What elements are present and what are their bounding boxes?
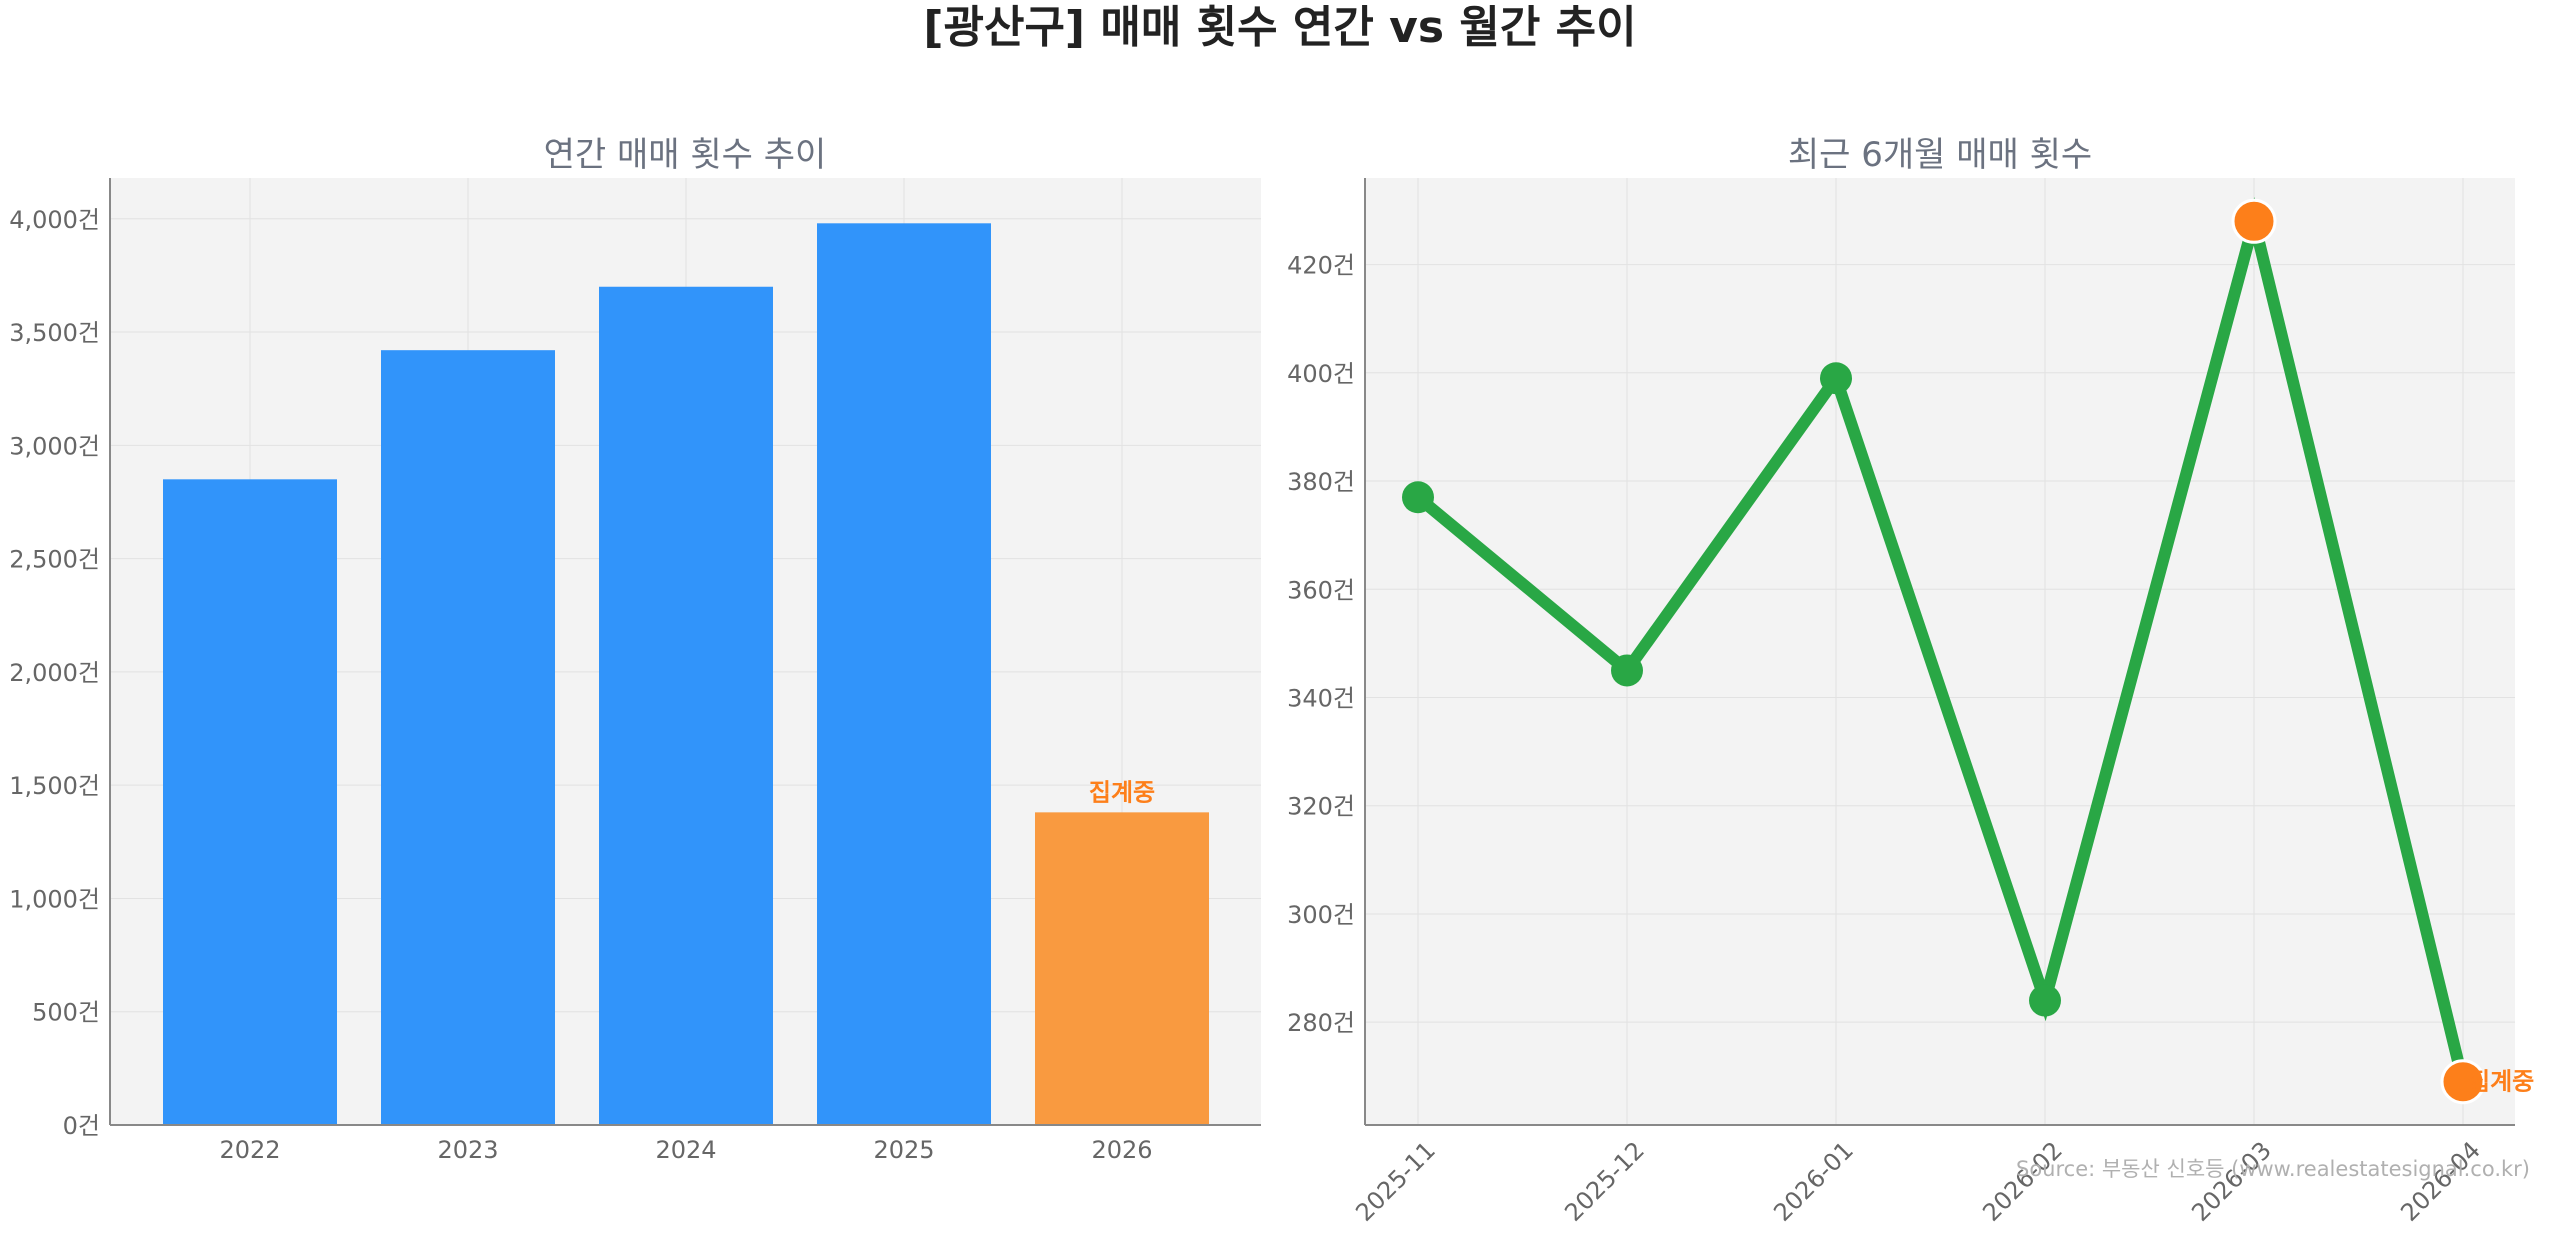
monthly-ytick-label: 400건 (1287, 360, 1355, 388)
annual-ytick-label: 0건 (63, 1112, 100, 1140)
annual-axes (109, 178, 1261, 1126)
monthly-ytick-label: 300건 (1287, 901, 1355, 929)
annual-xtick-label: 2026 (1091, 1136, 1152, 1164)
annual-ytick-label: 500건 (32, 999, 100, 1027)
annual-bar-2025 (817, 223, 991, 1125)
monthly-xtick-label: 2026-02 (1977, 1136, 2068, 1227)
annual-bar-chart: 연간 매매 횟수 추이 집계중 0건 500건 1,000건 1,500건 2,000건… (9, 135, 1261, 1164)
annual-ytick-label: 3,000건 (9, 432, 100, 460)
annual-bar-2024 (599, 286, 773, 1125)
annual-ytick-label: 3,500건 (9, 319, 100, 347)
annual-ytick-label: 4,000건 (9, 206, 100, 234)
monthly-point-2026-01 (1820, 362, 1852, 395)
annual-ytick-label: 1,500건 (9, 772, 100, 800)
annual-ytick-label: 1,000건 (9, 885, 100, 913)
annual-xtick-label: 2023 (437, 1136, 498, 1164)
annual-xtick-label: 2024 (655, 1136, 716, 1164)
monthly-point-highlight-2026-04 (2440, 1059, 2486, 1105)
monthly-point-highlight-2026-03 (2231, 198, 2277, 244)
annual-bar-2022 (163, 479, 337, 1125)
monthly-ytick-label: 280건 (1287, 1009, 1355, 1037)
annual-bars: 집계중 (163, 223, 1209, 1125)
monthly-line-chart: 최근 6개월 매매 횟수 집계중 280건 300건 320건 340건 360건 380… (1287, 135, 2534, 1227)
annual-ytick-label: 2,000건 (9, 659, 100, 687)
monthly-ytick-label: 340건 (1287, 684, 1355, 712)
monthly-xtick-label: 2026-03 (2186, 1136, 2277, 1227)
monthly-point-2025-11 (1402, 481, 1434, 514)
monthly-ytick-label: 320건 (1287, 793, 1355, 821)
annual-bar-2026 (1035, 812, 1209, 1125)
monthly-plot-area (1365, 178, 2515, 1125)
annual-partial-note: 집계중 (1089, 778, 1155, 806)
monthly-series: 집계중 (1402, 197, 2534, 1105)
monthly-series-line (1414, 197, 2469, 1084)
monthly-xtick-label: 2026-01 (1768, 1136, 1859, 1227)
monthly-chart-title: 최근 6개월 매매 횟수 (1788, 135, 2092, 175)
monthly-point-2025-12 (1611, 654, 1643, 687)
annual-xtick-label: 2022 (219, 1136, 280, 1164)
annual-bar-2023 (381, 350, 555, 1125)
annual-tick-labels: 0건 500건 1,000건 1,500건 2,000건 2,500건 3,000건 3,50… (9, 206, 1152, 1164)
monthly-xtick-label: 2026-04 (2395, 1136, 2486, 1227)
monthly-ytick-label: 420건 (1287, 252, 1355, 280)
annual-ytick-label: 2,500건 (9, 546, 100, 574)
monthly-ytick-label: 360건 (1287, 576, 1355, 604)
source-note: Source: 부동산 신호등 (www.realestatesignal.co… (2016, 1157, 2530, 1181)
monthly-axes (1364, 178, 2515, 1126)
figure-title: [광산구] 매매 횟수 연간 vs 월간 추이 (923, 2, 1636, 53)
monthly-xtick-label: 2025-11 (1350, 1136, 1441, 1227)
monthly-gridlines (1365, 178, 2515, 1125)
annual-chart-title: 연간 매매 횟수 추이 (544, 135, 827, 175)
monthly-point-2026-02 (2029, 984, 2061, 1017)
monthly-xtick-label: 2025-12 (1559, 1136, 1650, 1227)
monthly-ytick-label: 380건 (1287, 468, 1355, 496)
annual-xtick-label: 2025 (873, 1136, 934, 1164)
monthly-partial-note: 집계중 (2468, 1068, 2534, 1096)
